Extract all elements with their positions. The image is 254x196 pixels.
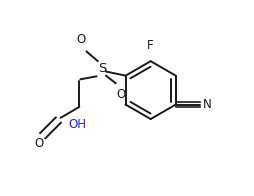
Text: F: F bbox=[147, 39, 154, 52]
Text: N: N bbox=[202, 98, 211, 111]
Text: O: O bbox=[35, 137, 44, 150]
Text: O: O bbox=[77, 33, 86, 46]
Text: S: S bbox=[98, 62, 106, 75]
Text: O: O bbox=[116, 88, 125, 101]
Text: OH: OH bbox=[68, 118, 86, 131]
